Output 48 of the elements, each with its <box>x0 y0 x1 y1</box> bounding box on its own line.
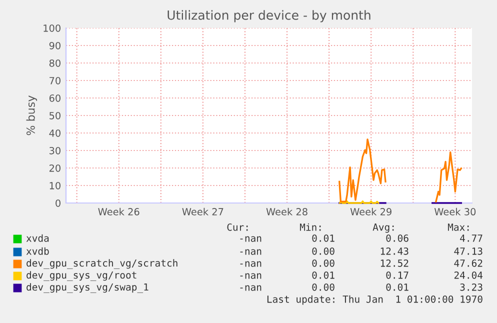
y-tick-label: 10 <box>50 182 60 190</box>
text: 0.17 <box>386 271 408 279</box>
y-tick-label: 90 <box>49 42 60 50</box>
text: 47.13 <box>454 247 482 255</box>
x-tick-label: Week 29 <box>350 208 392 216</box>
text: 3.23 <box>460 283 482 291</box>
text: 0.01 <box>312 234 334 242</box>
text: 47.62 <box>454 259 482 267</box>
chart-title: Utilization per device - by month <box>168 10 370 22</box>
text: Last update: Thu Jan 1 01:00:00 1970 <box>267 295 482 305</box>
legend-label: dev_gpu_scratch_vg/scratch <box>26 259 178 269</box>
y-tick-label: 30 <box>50 146 60 154</box>
legend-label: dev_gpu_sys_vg/swap_1 <box>26 283 148 293</box>
x-tick-label: Week 26 <box>98 208 140 216</box>
text: 0.00 <box>312 247 334 255</box>
y-tick-label: 20 <box>49 164 60 172</box>
text: -nan <box>240 273 262 279</box>
text: -nan <box>240 261 262 267</box>
text: 0.00 <box>312 283 334 291</box>
y-tick-label: 50 <box>50 112 60 120</box>
y-tick-label: 80 <box>49 59 60 67</box>
text: -nan <box>240 236 262 242</box>
text: Cur: <box>227 223 248 231</box>
text: 0.06 <box>386 234 408 242</box>
text: Max: <box>448 224 469 231</box>
text: 0.01 <box>386 283 408 291</box>
x-tick-label: Week 28 <box>266 208 308 216</box>
text: 24.04 <box>454 271 483 279</box>
text: 12.43 <box>380 247 408 255</box>
y-tick-label: 70 <box>50 76 60 84</box>
text: 4.77 <box>460 234 482 242</box>
legend-label: xvda <box>26 234 49 242</box>
text: Avg: <box>372 224 394 233</box>
x-tick-label: Week 27 <box>182 208 224 216</box>
y-tick-label: 40 <box>49 129 60 137</box>
y-axis-title: % busy <box>26 96 38 136</box>
y-tick-label: 0 <box>56 199 60 207</box>
x-tick-label: Week 30 <box>434 208 476 216</box>
text: 0.00 <box>312 259 334 267</box>
text: -nan <box>240 285 262 291</box>
text: 12.52 <box>380 259 408 267</box>
legend-label: xvdb <box>26 247 49 255</box>
text: 0.01 <box>312 271 334 279</box>
legend-label: dev_gpu_sys_vg/root <box>26 271 136 281</box>
y-tick-label: 60 <box>49 94 60 102</box>
text: -nan <box>240 249 262 255</box>
text: Min: <box>300 223 321 231</box>
y-tick-label: 100 <box>44 24 60 32</box>
